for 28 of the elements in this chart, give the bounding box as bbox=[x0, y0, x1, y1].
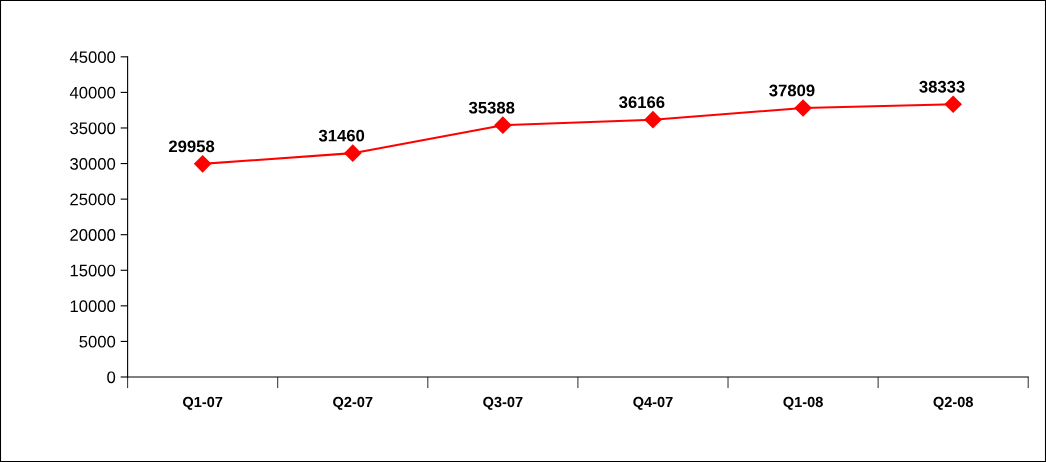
y-tick-label: 5000 bbox=[79, 335, 116, 348]
point bbox=[194, 155, 212, 173]
y-tick-label: 25000 bbox=[70, 193, 116, 206]
data-label: 37809 bbox=[769, 84, 815, 97]
point bbox=[344, 144, 362, 162]
point bbox=[944, 95, 962, 113]
x-tick-label: Q2-07 bbox=[333, 396, 373, 410]
point bbox=[644, 111, 662, 129]
data-label: 36166 bbox=[619, 96, 665, 109]
y-tick-label: 35000 bbox=[70, 122, 116, 135]
x-tick-label: Q3-07 bbox=[483, 396, 523, 410]
x-tick-label: Q2-08 bbox=[933, 396, 973, 410]
y-tick-label: 30000 bbox=[70, 157, 116, 170]
data-label: 31460 bbox=[318, 129, 365, 142]
x-tick-label: Q1-08 bbox=[783, 396, 823, 410]
data-label: 35388 bbox=[468, 101, 515, 114]
x-tick-label: Q4-07 bbox=[633, 396, 673, 410]
y-tick-label: 20000 bbox=[70, 229, 116, 241]
y-tick-label: 40000 bbox=[69, 86, 116, 99]
y-tick-label: 45000 bbox=[69, 51, 116, 64]
y-tick-label: 15000 bbox=[70, 264, 116, 277]
x-tick-label: Q1-07 bbox=[183, 396, 223, 410]
point bbox=[494, 116, 512, 134]
data-label: 29958 bbox=[168, 140, 215, 153]
point bbox=[794, 99, 812, 117]
y-tick-label: 10000 bbox=[70, 300, 116, 313]
y-tick-label: 0 bbox=[107, 371, 116, 384]
data-label: 38333 bbox=[919, 80, 965, 93]
